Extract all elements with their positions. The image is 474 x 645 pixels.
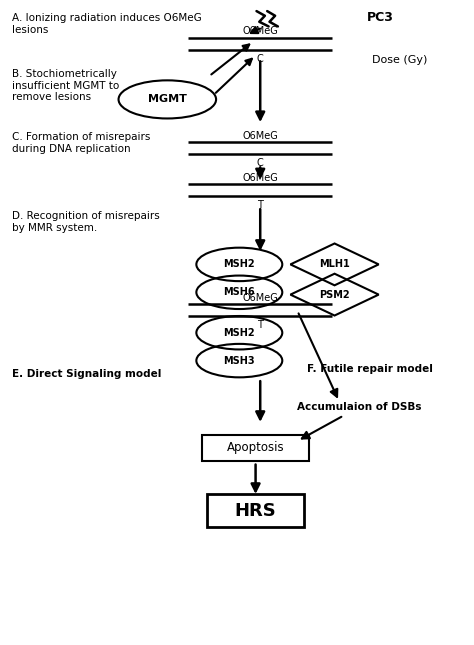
Text: A. Ionizing radiation induces O6MeG
lesions: A. Ionizing radiation induces O6MeG lesi… xyxy=(12,14,201,35)
Text: Accumulaion of DSBs: Accumulaion of DSBs xyxy=(297,401,422,412)
Text: MSH3: MSH3 xyxy=(224,355,255,366)
Text: Dose (Gy): Dose (Gy) xyxy=(372,55,427,65)
Text: MGMT: MGMT xyxy=(148,94,187,104)
Text: F. Futile repair model: F. Futile repair model xyxy=(307,364,433,374)
Text: Apoptosis: Apoptosis xyxy=(227,441,284,455)
Text: O6MeG: O6MeG xyxy=(242,173,278,183)
Text: C: C xyxy=(257,159,264,168)
Text: O6MeG: O6MeG xyxy=(242,26,278,36)
Text: D. Recognition of misrepairs
by MMR system.: D. Recognition of misrepairs by MMR syst… xyxy=(12,211,159,233)
Text: MSH2: MSH2 xyxy=(224,328,255,338)
Text: PSM2: PSM2 xyxy=(319,290,350,300)
Text: MLH1: MLH1 xyxy=(319,259,350,270)
Text: MSH6: MSH6 xyxy=(224,287,255,297)
Text: T: T xyxy=(257,320,263,330)
Text: O6MeG: O6MeG xyxy=(242,293,278,303)
Text: MSH2: MSH2 xyxy=(224,259,255,270)
Text: B. Stochiometrically
insufficient MGMT to
remove lesions: B. Stochiometrically insufficient MGMT t… xyxy=(12,69,119,103)
Text: T: T xyxy=(257,200,263,210)
Text: C: C xyxy=(257,54,264,64)
Text: E. Direct Signaling model: E. Direct Signaling model xyxy=(12,369,161,379)
Text: O6MeG: O6MeG xyxy=(242,131,278,141)
Text: HRS: HRS xyxy=(235,502,276,520)
Text: C. Formation of misrepairs
during DNA replication: C. Formation of misrepairs during DNA re… xyxy=(12,132,150,154)
Text: PC3: PC3 xyxy=(367,11,394,24)
